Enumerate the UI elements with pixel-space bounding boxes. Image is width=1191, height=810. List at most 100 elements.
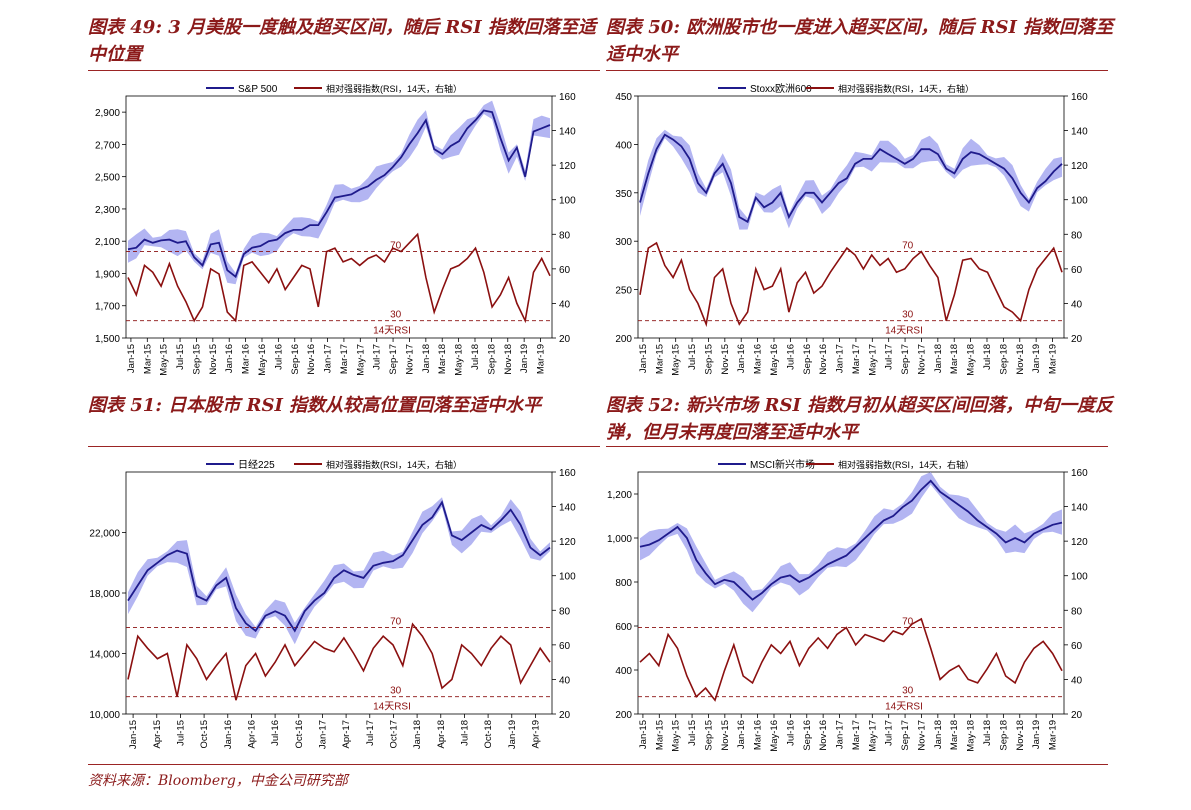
rsi-30-label: 30 — [902, 310, 914, 321]
x-axis-tick-label: Jan-16 — [736, 720, 747, 749]
x-axis-tick-label: Jan-15 — [128, 720, 139, 749]
x-axis-tick-label: Mar-16 — [241, 344, 252, 374]
legend-rsi-label: 相对强弱指数(RSI，14天，右轴） — [326, 83, 462, 94]
index-line — [639, 133, 1063, 224]
x-axis-tick-label: Jan-16 — [224, 344, 235, 373]
rsi-70-label: 70 — [390, 241, 402, 252]
x-axis-tick-label: Mar-15 — [654, 720, 665, 750]
x-axis-tick-label: Jan-17 — [835, 344, 846, 373]
rsi-line — [639, 617, 1063, 702]
left-axis-tick-label: 200 — [615, 710, 632, 721]
right-axis-tick-label: 160 — [559, 468, 576, 479]
right-axis-tick-label: 120 — [559, 161, 576, 172]
left-axis-tick-label: 1,500 — [95, 334, 120, 345]
x-axis-tick-label: May-17 — [867, 720, 878, 752]
left-axis-tick-label: 2,700 — [95, 140, 120, 151]
index-line — [639, 479, 1063, 601]
legend-index-label: Stoxx欧洲600 — [750, 83, 812, 95]
x-axis-tick-label: Mar-15 — [142, 344, 153, 374]
x-axis-tick-label: Nov-15 — [720, 344, 731, 375]
x-axis-tick-label: May-18 — [966, 720, 977, 752]
x-axis-tick-label: Sep-18 — [998, 720, 1009, 751]
right-axis-tick-label: 100 — [1071, 572, 1088, 583]
chart-title: 图表 52: 新兴市场 RSI 指数月初从超买区间回落，中旬一度反弹，但月末再度… — [606, 395, 1114, 443]
plot-frame — [125, 95, 553, 339]
x-axis-tick-label: Jan-18 — [421, 344, 432, 373]
x-axis-tick-label: Sep-16 — [290, 344, 301, 375]
x-axis-tick-label: May-16 — [769, 344, 780, 376]
left-axis-tick-label: 1,700 — [95, 302, 120, 313]
x-axis-tick-label: Jul-17 — [372, 344, 383, 370]
right-axis-tick-label: 140 — [1071, 127, 1088, 138]
right-axis-tick-label: 40 — [1071, 675, 1083, 686]
x-axis-tick-label: Jan-16 — [223, 720, 234, 749]
x-axis-tick-label: Jul-16 — [785, 344, 796, 370]
x-axis-tick-label: Jan-19 — [519, 344, 530, 373]
left-axis-tick-label: 2,100 — [95, 237, 120, 248]
x-axis-tick-label: Oct-17 — [388, 720, 399, 749]
chart-title: 图表 49: 3 月美股一度触及超买区间，随后 RSI 指数回落至适中位置 — [88, 17, 596, 65]
left-axis-tick-label: 1,200 — [607, 490, 632, 501]
index-range-band — [640, 472, 1062, 613]
left-axis-tick-label: 2,900 — [95, 108, 120, 119]
x-axis-tick-label: May-15 — [671, 344, 682, 376]
x-axis-tick-label: Mar-19 — [1048, 344, 1059, 374]
x-axis-tick-label: May-18 — [454, 344, 465, 376]
right-axis-tick-label: 80 — [1071, 230, 1083, 241]
x-axis-tick-label: Jan-15 — [638, 344, 649, 373]
stoxx600-rsi-chart: Stoxx欧洲600 相对强弱指数(RSI，14天，右轴） 200 250 300 350… — [615, 83, 1088, 376]
x-axis-tick-label: Sep-17 — [900, 720, 911, 751]
rsi-70-label: 70 — [902, 617, 914, 628]
right-axis-tick-label: 100 — [559, 572, 576, 583]
x-axis-tick-label: Nov-16 — [306, 344, 317, 375]
x-axis-tick-label: Nov-16 — [818, 344, 829, 375]
right-axis-tick-label: 20 — [559, 710, 571, 721]
x-axis-tick-label: Jul-15 — [175, 344, 186, 370]
x-axis-tick-label: Mar-19 — [1048, 720, 1059, 750]
plot-frame — [637, 471, 1065, 715]
index-range-band — [640, 129, 1062, 230]
right-axis-tick-label: 40 — [1071, 299, 1083, 310]
left-axis-tick-label: 250 — [615, 286, 632, 297]
rsi-30-label: 30 — [390, 686, 402, 697]
x-axis-tick-label: Jan-17 — [323, 344, 334, 373]
x-axis-tick-label: Sep-18 — [998, 344, 1009, 375]
x-axis-tick-label: Jan-18 — [412, 720, 423, 749]
legend: S&P 500 相对强弱指数(RSI，14天，右轴） — [206, 83, 462, 95]
x-axis-tick-label: May-16 — [257, 344, 268, 376]
right-axis-tick-label: 40 — [559, 299, 571, 310]
rsi-70-label: 70 — [902, 241, 914, 252]
x-axis-tick-label: Jul-18 — [459, 720, 470, 746]
nikkei225-rsi-chart: 日经225 相对强弱指数(RSI，14天，右轴） 10,000 14,000 18,00… — [89, 458, 576, 749]
x-axis-tick-label: Jan-16 — [736, 344, 747, 373]
x-axis-tick-label: Apr-17 — [341, 720, 352, 749]
x-axis-tick-label: Sep-18 — [486, 344, 497, 375]
right-axis-tick-label: 140 — [1071, 503, 1088, 514]
legend-index-label: MSCI新兴市场 — [750, 458, 815, 471]
right-axis-tick-label: 140 — [559, 127, 576, 138]
x-axis-tick-label: Jul-18 — [982, 344, 993, 370]
x-axis-tick-label: Nov-15 — [720, 720, 731, 751]
sp500-rsi-chart: S&P 500 相对强弱指数(RSI，14天，右轴） 1,500 1,700 1,900… — [95, 83, 576, 376]
x-axis-tick-label: Apr-16 — [246, 720, 257, 749]
x-axis-tick-label: Jan-15 — [638, 720, 649, 749]
x-axis-tick-label: Sep-17 — [388, 344, 399, 375]
x-axis-tick-label: Jul-15 — [687, 344, 698, 370]
left-axis-tick-label: 2,500 — [95, 173, 120, 184]
x-axis-tick-label: Jul-17 — [884, 720, 895, 746]
x-axis-tick-label: Mar-17 — [339, 344, 350, 374]
msci-em-rsi-chart: MSCI新兴市场 相对强弱指数(RSI，14天，右轴） 200 400 600 800 1,… — [607, 458, 1088, 752]
rsi-line — [127, 232, 551, 324]
x-axis-tick-label: Jul-17 — [884, 344, 895, 370]
x-axis-tick-label: May-15 — [671, 720, 682, 752]
title-divider — [88, 446, 600, 447]
plot-frame — [125, 471, 553, 715]
x-axis-tick-label: Sep-15 — [703, 720, 714, 751]
plot-frame — [637, 95, 1065, 339]
x-axis-tick-label: Jan-17 — [835, 720, 846, 749]
left-axis-tick-label: 10,000 — [89, 710, 120, 721]
right-axis-tick-label: 120 — [559, 537, 576, 548]
right-axis-tick-label: 60 — [1071, 265, 1083, 276]
left-axis-tick-label: 22,000 — [89, 529, 120, 540]
x-axis-tick-label: Jul-15 — [175, 720, 186, 746]
